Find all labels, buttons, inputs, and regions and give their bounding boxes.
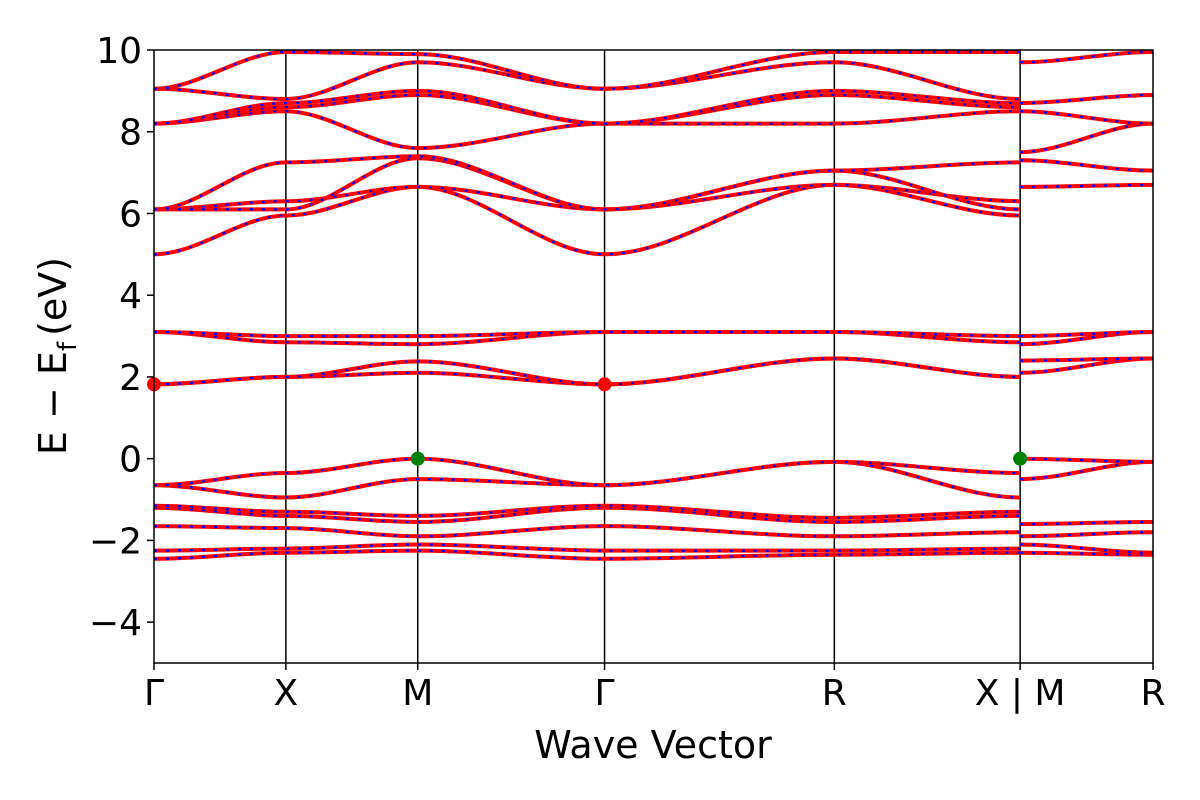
x-tick-label: R (822, 673, 847, 714)
band-line (1020, 459, 1153, 482)
band-line-dashed (1020, 50, 1153, 64)
vbm-marker (410, 451, 425, 466)
band-line-dashed (1020, 330, 1153, 338)
y-tick-label: 10 (96, 31, 142, 72)
band-line-dashed (1020, 183, 1153, 188)
band-line-dashed (154, 155, 1021, 211)
band-line (154, 356, 1021, 387)
band-line-dashed (154, 357, 1021, 386)
band-line-dashed (1020, 460, 1153, 481)
x-tick-label: R (1140, 673, 1165, 714)
band-line-dashed (154, 330, 1021, 338)
y-tick-label: 0 (119, 440, 142, 481)
x-tick-label: M (402, 673, 433, 714)
band-line-dashed (1020, 330, 1153, 346)
band-line-dashed (154, 457, 1021, 487)
band-line-dashed (154, 549, 1021, 560)
band-line (1020, 50, 1153, 65)
band-line (154, 459, 1021, 500)
band-line-dashed (154, 183, 1021, 256)
band-line (154, 182, 1021, 212)
x-tick-label: X | M (975, 673, 1066, 714)
band-line-dashed (1020, 457, 1153, 463)
band-line (1020, 93, 1153, 106)
band-line-dashed (1020, 159, 1153, 172)
band-line-dashed (154, 157, 1021, 211)
y-axis-title-subscript: f (53, 341, 83, 351)
band-line-dashed (1020, 110, 1153, 125)
y-tick-label: 6 (119, 194, 142, 235)
band-line-dashed (1020, 520, 1153, 526)
band-line (1020, 530, 1153, 539)
band-line (154, 456, 1021, 488)
band-line (1020, 330, 1153, 339)
band-line-dashed (1020, 531, 1153, 538)
band-line (154, 50, 1021, 91)
band-line-dashed (154, 504, 1021, 520)
y-axis: −4 −2 0 2 4 6 8 10 (89, 31, 154, 644)
y-tick-label: −2 (89, 521, 142, 562)
vbm-marker (1013, 451, 1028, 466)
y-axis-title-unit: (eV) (31, 257, 75, 336)
y-axis-title-main: E − E (31, 351, 75, 455)
x-tick-label: Γ (144, 673, 164, 714)
band-line (1020, 356, 1153, 363)
band-line-dashed (154, 89, 1021, 125)
band-line (1020, 109, 1153, 126)
band-line-dashed (1020, 93, 1153, 105)
band-line (154, 182, 1021, 257)
band-line-dashed (1020, 357, 1153, 362)
band-line-dashed (154, 183, 1021, 211)
band-line (1020, 182, 1153, 189)
y-tick-label: −4 (89, 603, 142, 644)
band-line-dashed (154, 506, 1021, 524)
band-line-dashed (154, 524, 1021, 538)
x-tick-label: Γ (595, 673, 615, 714)
band-line-dashed (154, 93, 1021, 125)
band-line (1020, 121, 1153, 155)
plot-frame (153, 49, 1154, 664)
band-line (1020, 158, 1153, 173)
band-line-dashed (1020, 357, 1153, 374)
x-axis: Γ X M Γ R X | M R (144, 663, 1166, 714)
band-line-dashed (154, 460, 1021, 499)
band-line-dashed (1020, 551, 1153, 556)
band-line (1020, 520, 1153, 527)
plot-area (147, 50, 1153, 663)
bands-group (154, 50, 1153, 663)
x-tick-label: X (274, 673, 299, 714)
band-line-dashed (154, 110, 1021, 150)
y-tick-label: 8 (119, 113, 142, 154)
band-line (154, 109, 1021, 151)
y-axis-title: E − Ef (eV) (31, 257, 83, 455)
band-line-dashed (1020, 543, 1153, 554)
band-line (154, 524, 1021, 539)
band-line-dashed (154, 543, 1021, 552)
band-line (1020, 456, 1153, 464)
cbm-marker (597, 377, 612, 392)
y-tick-label: 2 (119, 358, 142, 399)
y-tick-label: 4 (119, 276, 142, 317)
x-axis-title: Wave Vector (534, 723, 772, 767)
